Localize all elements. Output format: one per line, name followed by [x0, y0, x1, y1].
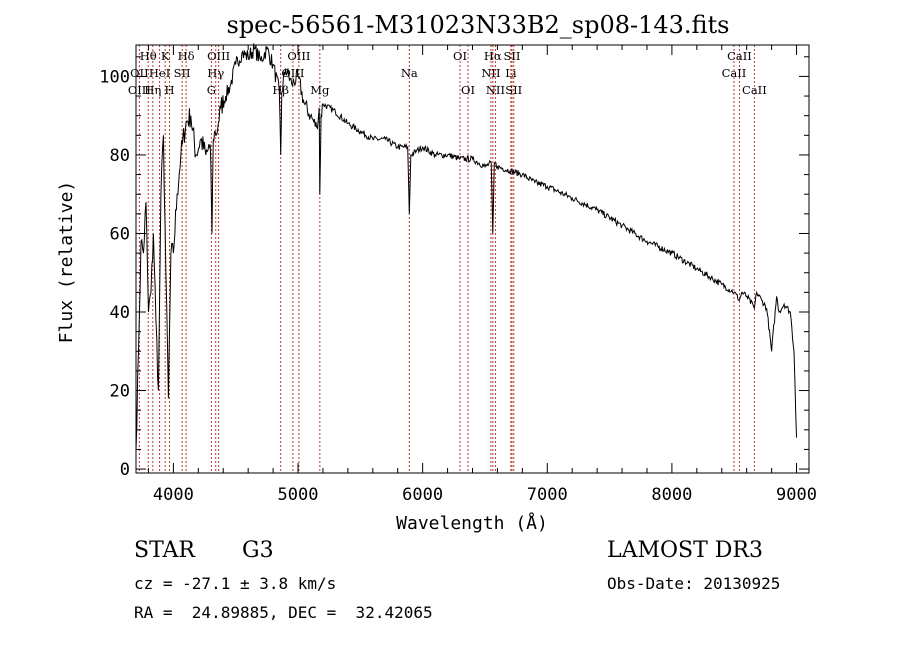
line-label-23: Li: [505, 66, 517, 80]
line-label-8: Hδ: [178, 49, 195, 63]
x-axis-ticks: 4000 5000 6000 7000 8000 9000: [147, 45, 817, 505]
y-tick-label-40: 40: [110, 303, 130, 323]
line-label-21: NII: [486, 83, 505, 97]
y-tick-label-20: 20: [110, 382, 130, 402]
radial-velocity: cz = -27.1 ± 3.8 km/s: [134, 574, 337, 593]
line-label-11: G: [207, 83, 216, 97]
line-label-22: SII: [504, 49, 521, 63]
x-axis-label: Wavelength (Å): [396, 512, 548, 534]
line-label-2: OIII: [128, 83, 151, 97]
sky-coordinates: RA = 24.89885, DEC = 32.42065: [134, 603, 433, 622]
line-label-25: CaII: [727, 49, 752, 63]
spectral-line-markers: [138, 45, 755, 473]
spectral-line-labels: Hθ OII OIII HeI Hη K SII H Hδ OIII Hγ G OIII OIII Hβ Mg…: [128, 49, 767, 97]
line-label-15: Mg: [310, 83, 330, 97]
y-axis-ticks: 0 20 40 60 80 100: [99, 56, 809, 480]
y-tick-label-100: 100: [99, 67, 130, 87]
x-tick-label-9000: 9000: [776, 485, 817, 505]
line-label-12: OIII: [287, 49, 310, 63]
x-tick-label-5000: 5000: [278, 485, 319, 505]
line-label-20: NII: [481, 66, 500, 80]
line-label-1: OII: [130, 66, 149, 80]
object-class: STAR: [134, 538, 195, 563]
x-tick-label-7000: 7000: [527, 485, 568, 505]
line-label-7: H: [165, 83, 175, 97]
line-label-19: Hα: [484, 49, 502, 63]
x-tick-label-6000: 6000: [402, 485, 443, 505]
y-tick-label-80: 80: [110, 146, 130, 166]
line-label-13: OIII: [281, 66, 304, 80]
line-label-10: Hγ: [207, 66, 224, 80]
line-label-4: Hη: [144, 83, 161, 97]
line-label-24: SII: [505, 83, 522, 97]
y-tick-label-60: 60: [110, 224, 130, 244]
y-tick-label-0: 0: [120, 460, 130, 480]
object-subclass: G3: [242, 538, 274, 563]
line-label-0: Hθ: [140, 49, 157, 63]
line-label-18: OI: [461, 83, 475, 97]
y-axis-label: Flux (relative): [56, 181, 77, 344]
line-label-3: HeI: [149, 66, 170, 80]
series-line-flux: [135, 43, 797, 450]
survey-name: LAMOST DR3: [607, 538, 763, 563]
line-label-26: CaII: [722, 66, 747, 80]
flux-series: [135, 43, 797, 450]
line-label-5: K: [161, 49, 170, 63]
x-tick-label-8000: 8000: [651, 485, 692, 505]
line-label-14: Hβ: [272, 83, 289, 97]
chart-title: spec-56561-M31023N33B2_sp08-143.fits: [227, 11, 730, 39]
line-label-6: SII: [174, 66, 191, 80]
observation-date: Obs-Date: 20130925: [607, 574, 781, 593]
x-tick-label-4000: 4000: [153, 485, 194, 505]
line-label-27: CaII: [742, 83, 767, 97]
line-label-17: OI: [453, 49, 467, 63]
line-label-16: Na: [401, 66, 418, 80]
line-label-9: OIII: [207, 49, 230, 63]
plot-frame: [135, 44, 810, 474]
